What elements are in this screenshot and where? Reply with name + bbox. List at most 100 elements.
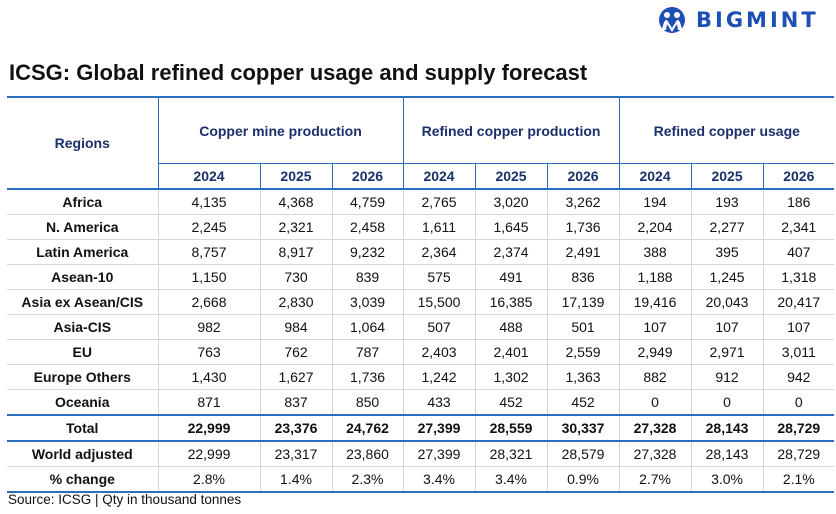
value-cell: 3,020 (474, 188, 548, 215)
value-cell: 1,188 (618, 264, 692, 290)
region-cell: Asia ex Asean/CIS (7, 289, 159, 315)
table-row: Europe Others 1,430 1,627 1,736 1,242 1,302 1,… (7, 364, 835, 390)
year-header: 2024 (158, 163, 261, 190)
page-title: ICSG: Global refined copper usage and su… (9, 60, 588, 85)
value-cell: 3.4% (402, 466, 476, 493)
value-cell: 1,611 (402, 214, 476, 240)
value-cell: 2,403 (402, 339, 476, 365)
bigmint-logo-icon (659, 7, 685, 33)
value-cell: 2,491 (546, 239, 620, 265)
value-cell: 407 (762, 239, 835, 265)
value-cell: 1,064 (331, 314, 404, 340)
value-cell: 912 (690, 364, 764, 390)
group-header: Refined copper usage (618, 96, 835, 164)
table-row: Asia ex Asean/CIS 2,668 2,830 3,039 15,500 16… (7, 289, 835, 315)
copper-forecast-table: Regions Copper mine production Refined c… (7, 96, 835, 493)
value-cell: 3.4% (474, 466, 548, 493)
value-cell: 839 (331, 264, 404, 290)
source-note: Source: ICSG | Qty in thousand tonnes (8, 492, 242, 507)
value-cell: 0 (618, 389, 692, 416)
value-cell: 452 (546, 389, 620, 416)
region-cell: % change (7, 466, 159, 493)
value-cell: 186 (762, 188, 835, 215)
year-header: 2025 (690, 163, 764, 190)
value-cell: 28,579 (546, 440, 620, 467)
value-cell: 107 (690, 314, 764, 340)
value-cell: 2,949 (618, 339, 692, 365)
value-cell: 3,262 (546, 188, 620, 215)
value-cell: 15,500 (402, 289, 476, 315)
value-cell: 2.1% (762, 466, 835, 493)
value-cell: 2,277 (690, 214, 764, 240)
table-row: % change 2.8% 1.4% 2.3% 3.4% 3.4% 0.9% 2.7% 3.0%… (7, 466, 835, 493)
value-cell: 871 (157, 389, 261, 416)
value-cell: 2,971 (690, 339, 764, 365)
value-cell: 1,245 (690, 264, 764, 290)
value-cell: 1,363 (546, 364, 620, 390)
value-cell: 1,736 (546, 214, 620, 240)
value-cell: 762 (259, 339, 333, 365)
value-cell: 882 (618, 364, 692, 390)
value-cell: 2,668 (157, 289, 261, 315)
value-cell: 1,242 (402, 364, 476, 390)
value-cell: 28,143 (690, 414, 764, 442)
value-cell: 984 (259, 314, 333, 340)
value-cell: 4,368 (259, 188, 333, 215)
value-cell: 28,729 (762, 414, 835, 442)
value-cell: 507 (402, 314, 476, 340)
brand-name: BIGMINT (696, 8, 819, 32)
value-cell: 1,150 (157, 264, 261, 290)
table-row: Asean-10 1,150 730 839 575 491 836 1,188 1,245 1,… (7, 264, 835, 290)
year-header: 2025 (259, 163, 333, 190)
value-cell: 17,139 (546, 289, 620, 315)
table-row: Africa 4,135 4,368 4,759 2,765 3,020 3,262 194 1… (7, 188, 835, 215)
regions-header: Regions (7, 96, 159, 190)
value-cell: 388 (618, 239, 692, 265)
table-row: N. America 2,245 2,321 2,458 1,611 1,645 1,736… (7, 214, 835, 240)
value-cell: 28,143 (690, 440, 764, 467)
year-header: 2026 (331, 163, 404, 190)
value-cell: 575 (402, 264, 476, 290)
value-cell: 0 (690, 389, 764, 416)
value-cell: 16,385 (474, 289, 548, 315)
value-cell: 1,627 (259, 364, 333, 390)
value-cell: 27,399 (402, 414, 476, 442)
region-cell: Asia-CIS (7, 314, 159, 340)
value-cell: 27,328 (618, 440, 692, 467)
value-cell: 787 (331, 339, 404, 365)
region-cell: World adjusted (7, 440, 159, 467)
year-header: 2024 (402, 163, 476, 190)
value-cell: 501 (546, 314, 620, 340)
region-cell: Total (7, 414, 159, 442)
value-cell: 19,416 (618, 289, 692, 315)
value-cell: 836 (546, 264, 620, 290)
region-cell: Europe Others (7, 364, 159, 390)
value-cell: 488 (474, 314, 548, 340)
value-cell: 2,341 (762, 214, 835, 240)
value-cell: 28,729 (762, 440, 835, 467)
value-cell: 4,135 (157, 188, 261, 215)
value-cell: 20,043 (690, 289, 764, 315)
value-cell: 27,399 (402, 440, 476, 467)
group-header: Refined copper production (402, 96, 620, 164)
value-cell: 23,376 (259, 414, 333, 442)
region-cell: Africa (7, 188, 159, 215)
value-cell: 3.0% (690, 466, 764, 493)
region-cell: N. America (7, 214, 159, 240)
value-cell: 193 (690, 188, 764, 215)
value-cell: 27,328 (618, 414, 692, 442)
year-header: 2026 (762, 163, 835, 190)
value-cell: 0 (762, 389, 835, 416)
value-cell: 763 (157, 339, 261, 365)
value-cell: 1,302 (474, 364, 548, 390)
value-cell: 1.4% (259, 466, 333, 493)
table-row: Oceania 871 837 850 433 452 452 0 0 0 (7, 389, 835, 416)
value-cell: 8,757 (157, 239, 261, 265)
value-cell: 107 (762, 314, 835, 340)
value-cell: 2.7% (618, 466, 692, 493)
value-cell: 2,765 (402, 188, 476, 215)
region-cell: Oceania (7, 389, 159, 416)
value-cell: 2,204 (618, 214, 692, 240)
value-cell: 0.9% (546, 466, 620, 493)
value-cell: 22,999 (157, 414, 261, 442)
